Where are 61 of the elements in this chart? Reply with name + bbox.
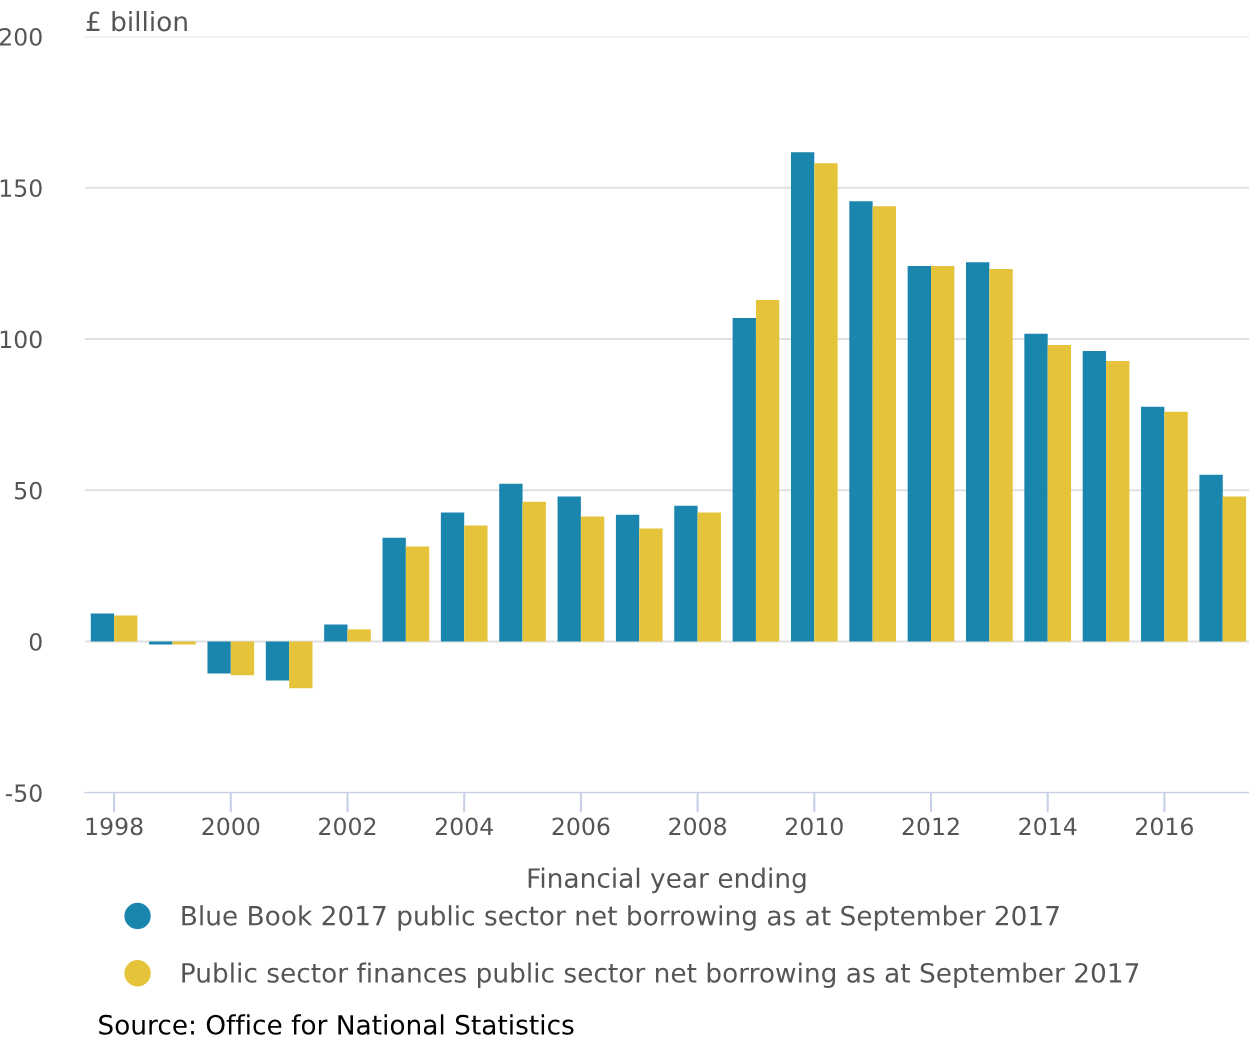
bar <box>464 525 488 642</box>
bar <box>1199 474 1223 642</box>
bar <box>499 483 523 642</box>
bar <box>230 641 255 676</box>
x-tick-label: 2016 <box>1136 817 1193 836</box>
bar <box>1024 333 1048 642</box>
y-tick-label: -50 <box>5 784 42 802</box>
bar <box>149 641 173 645</box>
bar <box>580 516 605 642</box>
bar <box>172 641 196 645</box>
x-tick-label: 2000 <box>202 817 260 836</box>
bar <box>405 546 430 642</box>
bar <box>347 629 371 642</box>
x-axis-title: Financial year ending <box>528 867 806 894</box>
bar <box>1047 345 1072 642</box>
y-tick-label: 200 <box>0 27 42 46</box>
x-tick-label: 2014 <box>1019 817 1077 836</box>
bar <box>790 152 815 642</box>
bar <box>1164 411 1188 642</box>
bar <box>324 624 348 642</box>
y-tick-label: 100 <box>0 330 42 349</box>
bar <box>732 318 756 642</box>
bar <box>382 537 406 642</box>
bar <box>289 641 313 689</box>
source-note: Source: Office for National Statistics <box>99 1014 574 1035</box>
bar <box>697 512 721 642</box>
bar <box>522 501 546 642</box>
bar <box>639 528 663 642</box>
bar <box>615 514 640 642</box>
legend-label: Blue Book 2017 public sector net borrowing as at September 2017 <box>182 905 1059 931</box>
bar <box>849 201 873 642</box>
bar <box>1141 406 1165 642</box>
bar <box>1082 351 1107 642</box>
bar <box>440 512 465 642</box>
y-tick-label: 50 <box>15 481 42 500</box>
bar <box>207 641 231 674</box>
x-tick-label: 1998 <box>86 817 143 836</box>
x-tick-label: 2004 <box>435 817 493 836</box>
x-tick-label: 2010 <box>785 817 843 836</box>
bar <box>966 262 990 642</box>
y-axis-title: £ billion <box>86 10 187 32</box>
bar <box>814 163 838 642</box>
bar <box>931 266 955 642</box>
y-tick-label: 0 <box>29 632 42 651</box>
bar <box>265 641 290 681</box>
bar <box>1222 496 1247 642</box>
x-tick-label: 2012 <box>902 817 959 836</box>
bar <box>557 496 581 642</box>
x-tick-label: 2008 <box>669 817 727 836</box>
bar <box>90 613 115 642</box>
bar <box>872 206 896 642</box>
x-tick-label: 2002 <box>319 817 376 836</box>
bar <box>114 615 138 642</box>
legend-label: Public sector finances public sector net borrowing as at September 2017 <box>182 962 1139 988</box>
bar <box>674 505 698 642</box>
x-tick-label: 2006 <box>552 817 610 836</box>
y-tick-label: 150 <box>0 179 42 198</box>
bar <box>989 269 1013 642</box>
bar <box>755 299 780 642</box>
bar <box>907 266 931 642</box>
bar <box>1106 361 1130 642</box>
